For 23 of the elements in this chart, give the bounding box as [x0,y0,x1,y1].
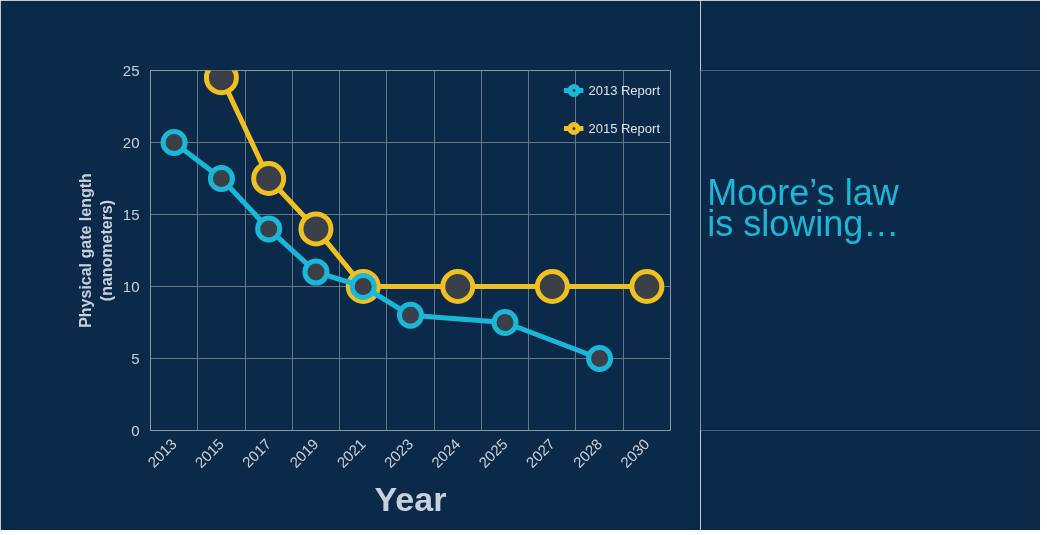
point [397,301,424,329]
point [629,269,665,304]
y-tick-label: 0 [131,421,140,439]
y-tick-label: 25 [122,61,140,79]
point [207,165,235,192]
y-tick-label: 15 [122,205,140,223]
point [586,345,614,372]
point [255,215,283,243]
y-tick-label: 20 [122,133,140,151]
x-axis-title: Year [374,480,447,519]
y-axis-title: Physical gate length (nanometers) [77,173,115,328]
point [251,161,287,196]
y-tick-label: 10 [122,277,140,295]
y-tick-label: 5 [131,349,140,367]
text: Moore’s law is slowing… [707,172,900,244]
point [440,269,476,304]
legend-label: 2015 Report [588,120,660,136]
point [491,309,519,336]
point [160,129,188,156]
legend-label: 2013 Report [588,82,660,98]
point [534,269,570,304]
point [302,258,330,286]
point [298,211,334,247]
